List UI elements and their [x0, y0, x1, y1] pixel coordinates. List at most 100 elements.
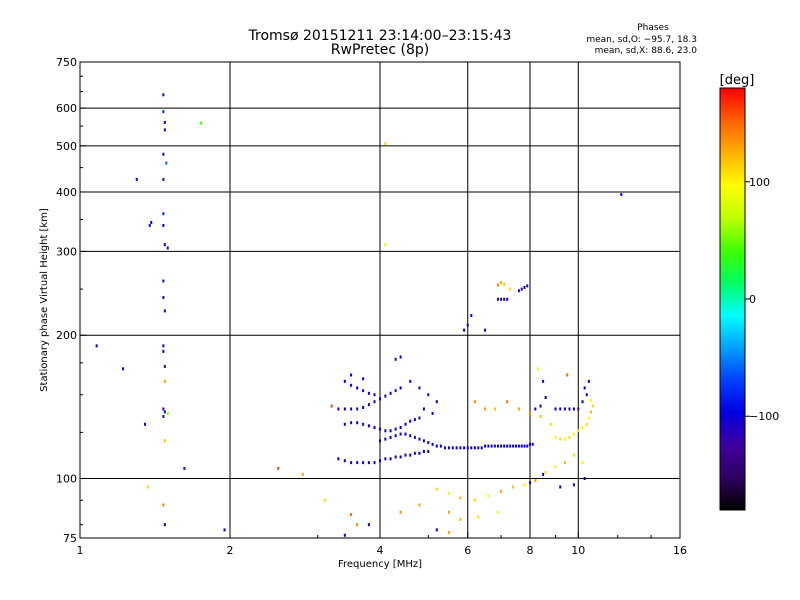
echo-point [418, 503, 421, 507]
echo-point [509, 444, 512, 448]
x-tick-label: 6 [464, 544, 471, 557]
y-tick-label: 600 [56, 102, 77, 115]
colorbar-tick-label: 0 [749, 293, 756, 306]
y-axis-label: Stationary phase Virtual Height [km] [39, 208, 50, 392]
echo-point [496, 297, 499, 301]
echo-point [554, 407, 557, 411]
echo-point [542, 379, 545, 383]
echo-point [585, 393, 588, 397]
echo-point [577, 429, 580, 433]
echo-point [350, 383, 353, 387]
stats-line-x: mean, sd,X: 88.6, 23.0 [595, 46, 698, 56]
echo-point [539, 404, 542, 408]
echo-point [463, 446, 466, 450]
echo-point [554, 464, 557, 468]
echo-point [163, 309, 166, 313]
echo-point [389, 391, 392, 395]
echo-point [459, 496, 462, 500]
echo-point [343, 407, 346, 411]
echo-point [394, 389, 397, 393]
x-axis: 1 2 4 6 8 10 16 [77, 532, 687, 557]
echo-point [443, 446, 446, 450]
echo-point [399, 355, 402, 359]
echo-point [163, 523, 166, 527]
echo-point [496, 283, 499, 287]
echo-point [534, 479, 537, 483]
echo-point [484, 444, 487, 448]
chart-title: Tromsø 20151211 23:14:00–23:15:43 [248, 28, 512, 44]
echo-point [356, 461, 359, 465]
echo-point [350, 373, 353, 377]
echo-point [409, 453, 412, 457]
echo-point [343, 422, 346, 426]
echo-point [418, 451, 421, 455]
echo-point [463, 328, 466, 332]
echo-point [451, 446, 454, 450]
echo-point [484, 407, 487, 411]
echo-point [500, 444, 503, 448]
echo-point [534, 407, 537, 411]
echo-point [330, 404, 333, 408]
echo-point [473, 446, 476, 450]
echo-point [384, 142, 387, 146]
echo-point [356, 523, 359, 527]
echo-point [559, 485, 562, 489]
echo-point [379, 459, 381, 463]
echo-point [343, 459, 346, 463]
echo-point [418, 386, 421, 390]
echo-point [503, 444, 506, 448]
echo-point [394, 455, 397, 459]
y-tick-label: 300 [56, 245, 77, 258]
echo-point [435, 400, 438, 404]
echo-point [135, 177, 138, 181]
x-axis-label: Frequency [MHz] [338, 559, 422, 570]
echo-point [162, 279, 165, 283]
echo-point [143, 422, 146, 426]
echo-point [162, 93, 165, 97]
y-tick-label: 200 [56, 329, 77, 342]
echo-point [477, 515, 480, 519]
echo-point [559, 407, 562, 411]
echo-point [384, 457, 387, 461]
echo-point [399, 510, 402, 514]
echo-point [577, 407, 580, 411]
echo-point [506, 400, 509, 404]
echo-point [413, 418, 416, 422]
y-tick-label: 400 [56, 186, 77, 199]
stats-line-o: mean, sd,O: −95.7, 18.3 [586, 35, 697, 45]
echo-point [162, 407, 165, 411]
echo-point [356, 386, 359, 390]
echo-point [418, 437, 421, 441]
echo-point [563, 461, 566, 465]
echo-point [413, 451, 416, 455]
echo-point [496, 510, 499, 514]
echo-point [500, 489, 503, 493]
echo-point [581, 425, 584, 429]
echo-point [350, 513, 353, 517]
echo-point [409, 419, 412, 423]
echo-point [404, 453, 407, 457]
echo-point [512, 444, 515, 448]
echo-point [200, 121, 203, 125]
echo-point [163, 364, 166, 368]
echo-point [367, 391, 370, 395]
echo-point [389, 435, 392, 439]
echo-point [356, 421, 359, 425]
echo-point [531, 442, 534, 446]
echo-point [487, 494, 490, 498]
x-tick-label: 1 [77, 544, 84, 557]
echo-point [470, 314, 473, 318]
echo-point [520, 444, 523, 448]
echo-point [554, 435, 557, 439]
echo-point [509, 287, 512, 291]
echo-point [581, 461, 584, 465]
echo-point [422, 449, 425, 453]
echo-point [529, 411, 531, 415]
echo-point [536, 367, 539, 371]
echo-point [367, 523, 370, 527]
echo-point [566, 373, 569, 377]
echo-point [362, 377, 365, 381]
echo-point [399, 386, 402, 390]
echo-point [162, 224, 165, 228]
echo-point [520, 287, 523, 291]
